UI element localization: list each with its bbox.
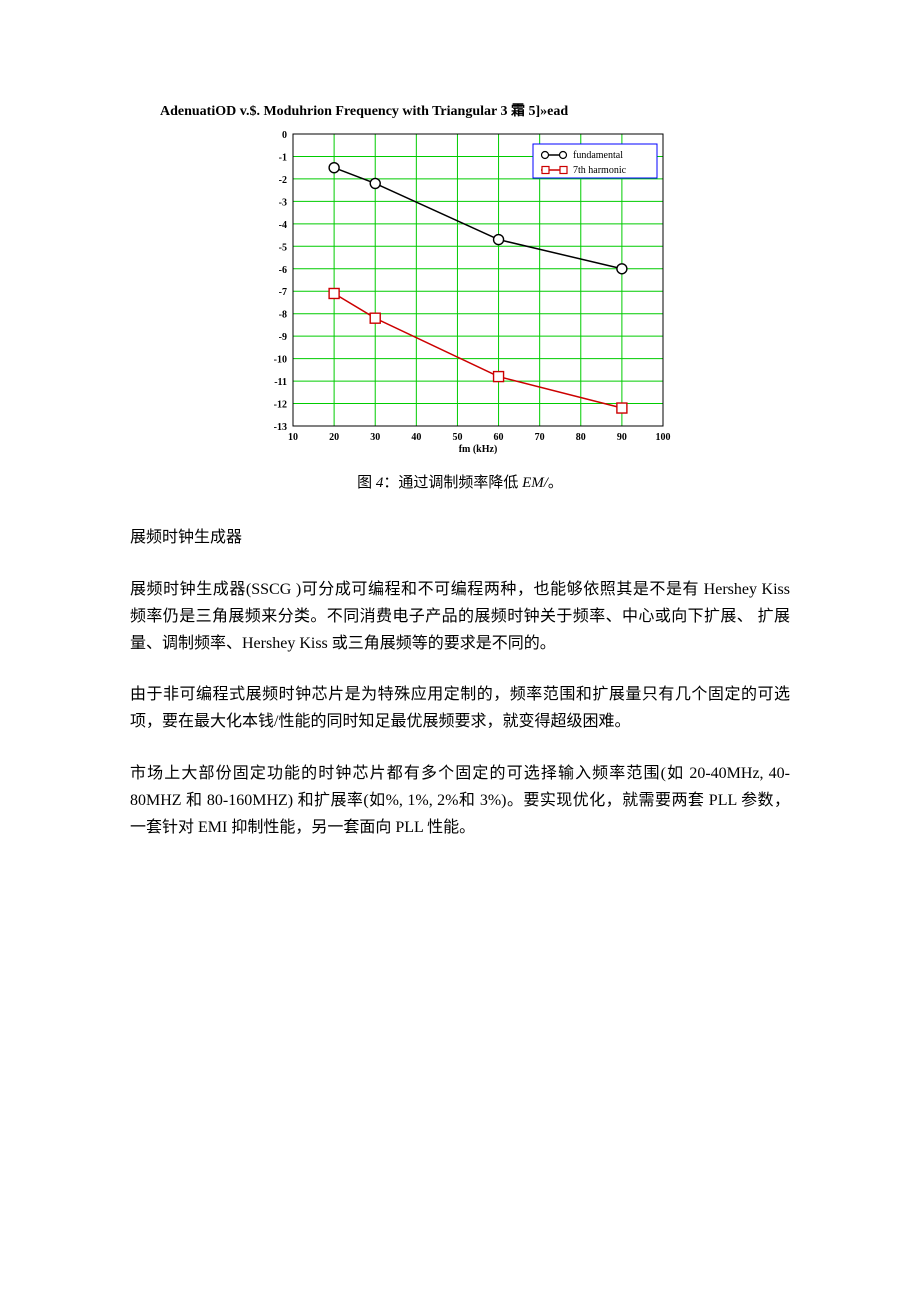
svg-text:30: 30 <box>370 432 380 443</box>
svg-text:-5: -5 <box>279 242 287 253</box>
svg-text:0: 0 <box>282 130 287 141</box>
svg-text:80: 80 <box>576 432 586 443</box>
svg-text:-8: -8 <box>279 309 287 320</box>
attenuation-chart: 10 20 30 40 50 60 70 80 90 100 0 -1 -2 -3 -4 -5 -6 -7 -8 -9… <box>245 126 675 456</box>
chart-container: 10 20 30 40 50 60 70 80 90 100 0 -1 -2 -3 -4 -5 -6 -7 -8 -9… <box>130 126 790 465</box>
svg-text:20: 20 <box>329 432 339 443</box>
svg-text:-4: -4 <box>279 220 287 231</box>
chart-caption: 图 4：通过调制频率降低 EM/。 <box>130 471 790 497</box>
paragraph-2: 由于非可编程式展频时钟芯片是为特殊应用定制的，频率范围和扩展量只有几个固定的可选… <box>130 681 790 735</box>
svg-text:-11: -11 <box>274 377 287 388</box>
svg-text:-1: -1 <box>279 152 287 163</box>
svg-text:-10: -10 <box>274 354 287 365</box>
svg-text:-6: -6 <box>279 265 287 276</box>
svg-text:-13: -13 <box>274 422 287 433</box>
caption-prefix: 图 <box>357 475 376 491</box>
chart-title: AdenuatiOD v.$. Moduhrion Frequency with… <box>160 100 790 124</box>
svg-text:-7: -7 <box>279 287 287 298</box>
paragraph-3: 市场上大部份固定功能的时钟芯片都有多个固定的可选择输入频率范围(如 20-40M… <box>130 760 790 842</box>
svg-text:7th harmonic: 7th harmonic <box>573 165 627 176</box>
svg-text:fm (kHz): fm (kHz) <box>459 444 498 455</box>
section-heading: 展频时钟生成器 <box>130 524 790 551</box>
svg-text:-9: -9 <box>279 332 287 343</box>
svg-text:40: 40 <box>411 432 421 443</box>
svg-text:50: 50 <box>452 432 462 443</box>
caption-suffix: 。 <box>548 475 563 491</box>
svg-text:60: 60 <box>494 432 504 443</box>
svg-text:-3: -3 <box>279 197 287 208</box>
svg-text:100: 100 <box>656 432 671 443</box>
svg-text:-2: -2 <box>279 175 287 186</box>
svg-text:70: 70 <box>535 432 545 443</box>
svg-text:fundamental: fundamental <box>573 150 623 161</box>
svg-text:10: 10 <box>288 432 298 443</box>
svg-text:-12: -12 <box>274 399 287 410</box>
paragraph-1: 展频时钟生成器(SSCG )可分成可编程和不可编程两种，也能够依照其是不是有 H… <box>130 576 790 658</box>
svg-text:90: 90 <box>617 432 627 443</box>
caption-ital: EM/ <box>522 475 548 491</box>
caption-mid: ：通过调制频率降低 <box>383 475 522 491</box>
